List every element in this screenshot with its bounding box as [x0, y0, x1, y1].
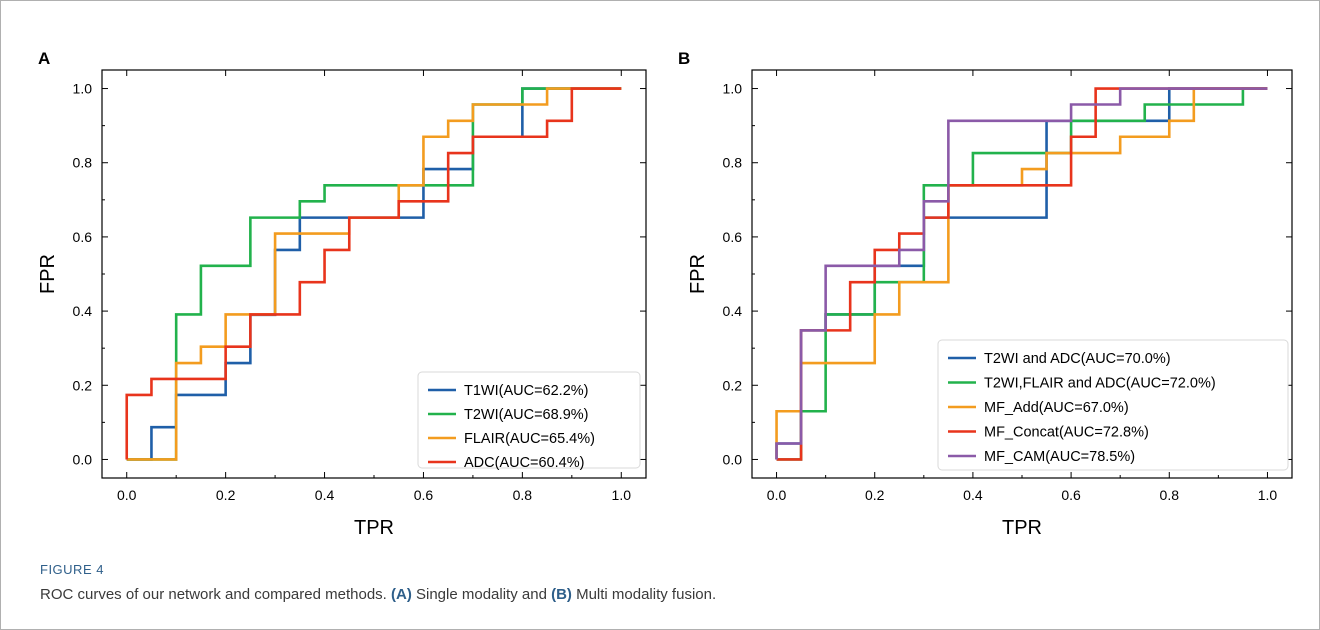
- x-axis-label: TPR: [354, 517, 394, 539]
- legend-label: T2WI and ADC(AUC=70.0%): [984, 351, 1171, 367]
- caption-b-tag: (B): [551, 586, 572, 603]
- y-axis-label: FPR: [37, 254, 59, 294]
- x-tick-label: 0.0: [767, 487, 787, 503]
- x-tick-label: 0.4: [963, 487, 983, 503]
- legend-label: MF_Add(AUC=67.0%): [984, 400, 1129, 416]
- y-tick-label: 1.0: [73, 81, 93, 97]
- x-tick-label: 0.6: [414, 487, 434, 503]
- caption-a-tag: (A): [391, 586, 412, 603]
- legend-label: FLAIR(AUC=65.4%): [464, 431, 595, 447]
- y-axis-label: FPR: [687, 254, 709, 294]
- y-tick-label: 0.2: [73, 377, 93, 393]
- panel-label-a: A: [38, 49, 50, 68]
- y-tick-label: 0.6: [723, 229, 743, 245]
- figure-caption: ROC curves of our network and compared m…: [40, 586, 716, 603]
- y-tick-label: 0.8: [73, 155, 93, 171]
- panel-label-b: B: [678, 49, 690, 68]
- figure-label: FIGURE 4: [40, 562, 104, 577]
- legend-label: T2WI(AUC=68.9%): [464, 407, 589, 423]
- x-tick-label: 0.6: [1061, 487, 1081, 503]
- legend-label: ADC(AUC=60.4%): [464, 455, 584, 471]
- x-tick-label: 1.0: [1258, 487, 1278, 503]
- caption-b-text: Multi modality fusion.: [572, 586, 716, 603]
- y-tick-label: 0.6: [73, 229, 93, 245]
- x-axis-label: TPR: [1002, 517, 1042, 539]
- y-tick-label: 0.4: [723, 303, 743, 319]
- x-tick-label: 0.2: [865, 487, 885, 503]
- y-tick-label: 0.0: [73, 451, 93, 467]
- x-tick-label: 0.2: [216, 487, 236, 503]
- x-tick-label: 0.8: [513, 487, 533, 503]
- x-tick-label: 1.0: [612, 487, 632, 503]
- y-tick-label: 1.0: [723, 81, 743, 97]
- y-tick-label: 0.8: [723, 155, 743, 171]
- x-tick-label: 0.0: [117, 487, 137, 503]
- legend-label: T2WI,FLAIR and ADC(AUC=72.0%): [984, 376, 1216, 392]
- y-tick-label: 0.4: [73, 303, 93, 319]
- legend-label: MF_CAM(AUC=78.5%): [984, 449, 1135, 465]
- x-tick-label: 0.4: [315, 487, 335, 503]
- caption-lead: ROC curves of our network and compared m…: [40, 586, 391, 603]
- caption-a-text: Single modality and: [412, 586, 551, 603]
- y-tick-label: 0.0: [723, 451, 743, 467]
- y-tick-label: 0.2: [723, 377, 743, 393]
- legend-label: T1WI(AUC=62.2%): [464, 383, 589, 399]
- x-tick-label: 0.8: [1160, 487, 1180, 503]
- legend-label: MF_Concat(AUC=72.8%): [984, 425, 1149, 441]
